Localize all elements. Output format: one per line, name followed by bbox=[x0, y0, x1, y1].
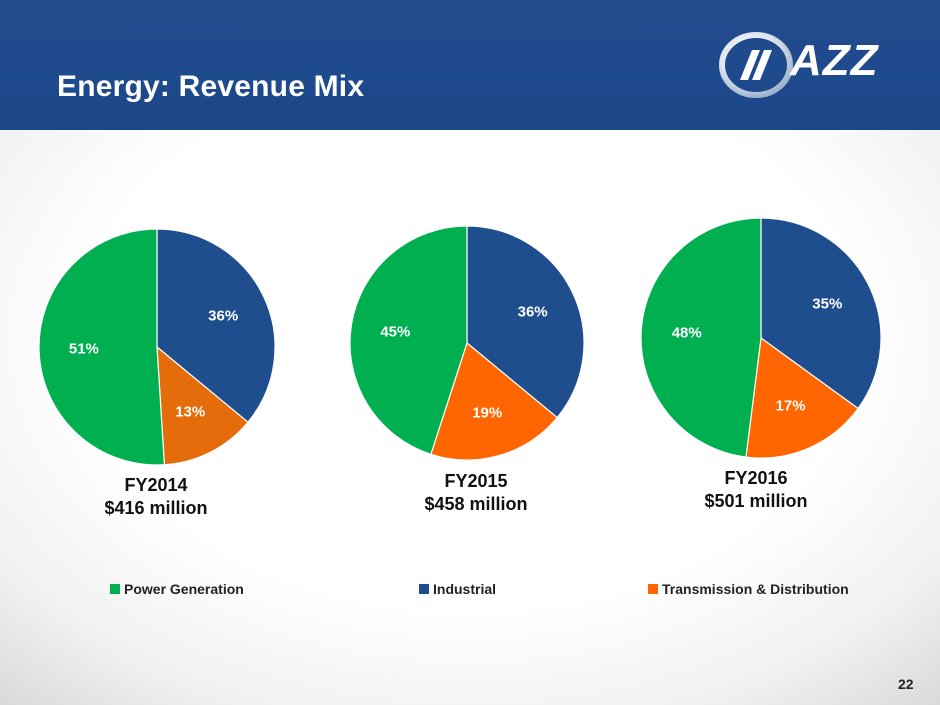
legend-item-power-generation: Power Generation bbox=[110, 581, 244, 597]
pie-svg bbox=[349, 225, 585, 461]
slice-data-label: 45% bbox=[380, 323, 411, 341]
pie-slice-transmission-distribution bbox=[430, 341, 558, 461]
legend-item-transmission-distribution: Transmission & Distribution bbox=[648, 581, 849, 597]
caption-fy2016: FY2016 $501 million bbox=[704, 467, 807, 513]
pie-chart-fy2015: 36% 19% 45% bbox=[349, 225, 585, 461]
caption-year: FY2014 bbox=[124, 475, 188, 495]
pie-svg bbox=[38, 228, 276, 466]
slice-data-label: 17% bbox=[775, 397, 806, 415]
slide-title: Energy: Revenue Mix bbox=[57, 70, 365, 103]
legend-swatch bbox=[419, 584, 429, 594]
caption-year: FY2015 bbox=[444, 471, 508, 491]
caption-revenue: $416 million bbox=[104, 498, 208, 518]
pie-slice-power-generation bbox=[349, 225, 468, 456]
pie-slice-power-generation bbox=[640, 217, 762, 458]
legend-item-industrial: Industrial bbox=[419, 581, 496, 597]
logo-text: AZZ bbox=[790, 36, 879, 85]
azz-logo-icon bbox=[719, 32, 793, 98]
pie-slice-industrial bbox=[466, 225, 585, 419]
chart-legend: Power Generation Industrial Transmission… bbox=[0, 581, 940, 601]
pie-chart-fy2016: 35% 17% 48% bbox=[640, 217, 882, 459]
slice-data-label: 35% bbox=[812, 295, 843, 313]
slide-header: Energy: Revenue Mix AZZ bbox=[0, 0, 940, 130]
slice-data-label: 36% bbox=[517, 303, 548, 321]
legend-label: Transmission & Distribution bbox=[662, 581, 849, 597]
pie-slice-power-generation bbox=[38, 228, 166, 466]
slice-data-label: 13% bbox=[175, 403, 206, 421]
legend-swatch bbox=[110, 584, 120, 594]
pie-chart-fy2014: 36% 13% 51% bbox=[37, 227, 277, 467]
slice-data-label: 48% bbox=[671, 324, 702, 342]
pie-slice-industrial bbox=[156, 228, 276, 424]
legend-label: Power Generation bbox=[124, 581, 244, 597]
pie-svg bbox=[640, 217, 882, 459]
pie-slice-industrial bbox=[760, 217, 882, 410]
caption-fy2015: FY2015 $458 million bbox=[424, 470, 527, 516]
caption-fy2014: FY2014 $416 million bbox=[104, 474, 207, 520]
slice-data-label: 19% bbox=[472, 404, 503, 422]
legend-swatch bbox=[648, 584, 658, 594]
pie-slice-transmission-distribution bbox=[156, 345, 249, 466]
pie-slice-transmission-distribution bbox=[745, 336, 859, 459]
caption-year: FY2016 bbox=[724, 468, 788, 488]
slice-data-label: 51% bbox=[68, 340, 99, 358]
legend-label: Industrial bbox=[433, 581, 497, 597]
page-number: 22 bbox=[898, 676, 914, 692]
slice-data-label: 36% bbox=[208, 307, 239, 325]
caption-revenue: $501 million bbox=[704, 491, 808, 511]
caption-revenue: $458 million bbox=[424, 494, 528, 514]
